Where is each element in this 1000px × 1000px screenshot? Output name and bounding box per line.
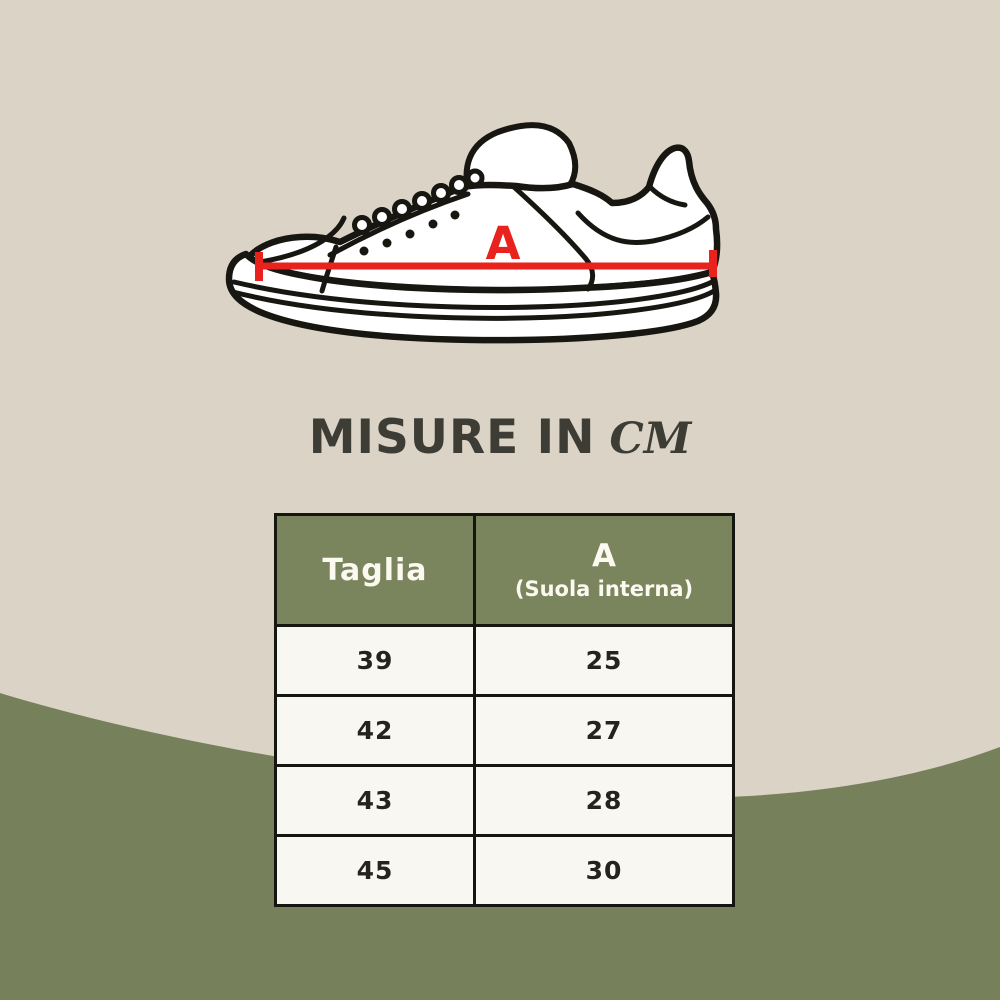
size-cell: 43 (274, 764, 476, 837)
lace-eyelets (359, 210, 460, 256)
header-taglia-label: Taglia (322, 552, 428, 588)
sole-cell: 27 (473, 694, 735, 767)
shoe-seam-lines (257, 184, 711, 294)
table-header-taglia: Taglia (274, 513, 476, 627)
header-a-label: A (592, 538, 616, 574)
size-cell: 42 (274, 694, 476, 767)
table-row: 45 30 (274, 834, 735, 907)
measurement-line: A (255, 217, 717, 281)
header-a-sublabel: (Suola interna) (514, 577, 694, 601)
page-title: MISURE IN CM (0, 410, 1000, 465)
table-header-a: A (Suola interna) (473, 513, 735, 627)
size-cell: 39 (274, 624, 476, 697)
measurement-label-a: A (486, 217, 521, 270)
table-row: 39 25 (274, 624, 735, 697)
title-unit-text: CM (609, 414, 692, 464)
table-row: 42 27 (274, 694, 735, 767)
table-row: 43 28 (274, 764, 735, 837)
sole-cell: 25 (473, 624, 735, 697)
sole-cell: 30 (473, 834, 735, 907)
sole-cell: 28 (473, 764, 735, 837)
size-cell: 45 (274, 834, 476, 907)
shoe-illustration: A (225, 122, 721, 344)
shoe-sole-icon (225, 250, 720, 344)
title-main-text: MISURE IN (308, 410, 596, 465)
shoe-laces-icon (352, 168, 485, 256)
size-table: Taglia A (Suola interna) 39 25 42 27 43 … (274, 513, 735, 907)
table-header-row: Taglia A (Suola interna) (274, 513, 735, 627)
